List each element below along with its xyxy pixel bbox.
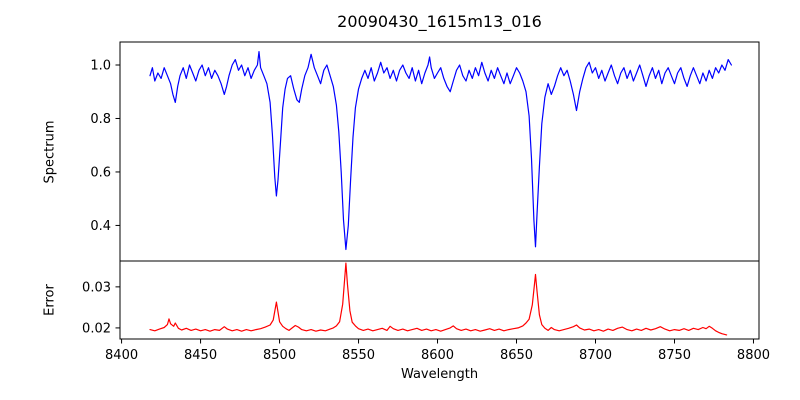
x-tick-label: 8500 xyxy=(263,348,296,363)
spectrum-line xyxy=(149,50,733,251)
y-tick-label: 0.02 xyxy=(82,321,111,336)
x-tick-label: 8650 xyxy=(500,348,533,363)
wavelength-x-axis-label: Wavelength xyxy=(400,367,479,382)
x-tick-label: 8600 xyxy=(421,348,454,363)
x-tick-label: 8800 xyxy=(737,348,770,363)
y-tick-label: 0.6 xyxy=(90,165,111,180)
error-axes-spines xyxy=(119,260,760,340)
x-tick-label: 8400 xyxy=(105,348,138,363)
spectrum-axes-spines xyxy=(119,41,760,262)
x-tick-label: 8700 xyxy=(579,348,612,363)
x-tick-label: 8550 xyxy=(342,348,375,363)
y-tick-label: 0.4 xyxy=(90,219,111,234)
x-tick-label: 8450 xyxy=(184,348,217,363)
y-tick-label: 1.0 xyxy=(90,58,111,73)
y-tick-label: 0.8 xyxy=(90,112,111,127)
x-tick-label: 8750 xyxy=(658,348,691,363)
chart-title: 20090430_1615m13_016 xyxy=(337,12,542,31)
y-tick-label: 0.03 xyxy=(82,280,111,295)
error-line xyxy=(149,262,728,336)
